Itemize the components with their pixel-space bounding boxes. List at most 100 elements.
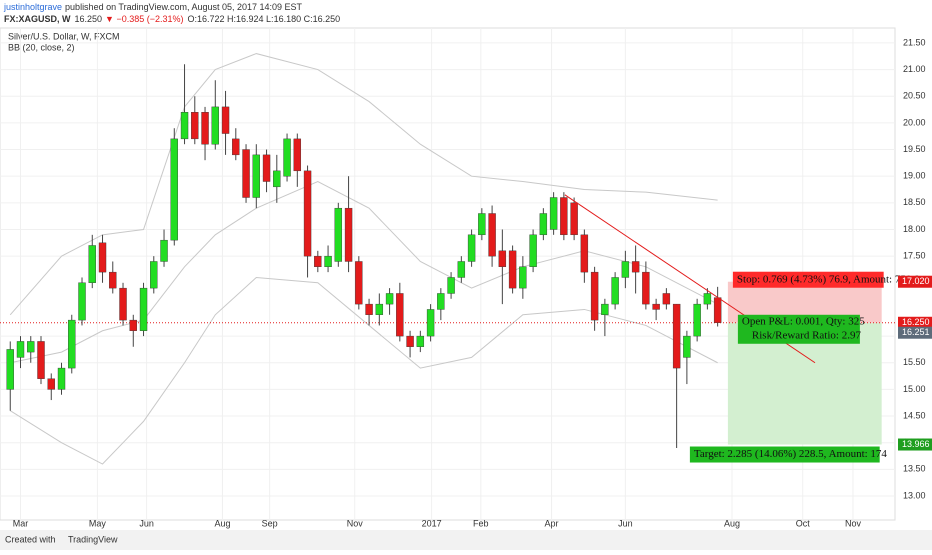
candle-body: [283, 138, 291, 177]
candle-body: [426, 309, 435, 337]
candle-body: [324, 255, 332, 268]
candle-body: [703, 293, 712, 305]
bollinger-middle: [10, 180, 718, 364]
candle-body: [170, 138, 178, 241]
candle-body: [549, 197, 558, 230]
y-tick-label: 19.50: [903, 144, 926, 154]
pnl-box: [737, 314, 860, 344]
candle-body: [68, 319, 76, 369]
x-tick-label: Oct: [796, 518, 811, 528]
candle-body: [406, 335, 414, 347]
candle-body: [590, 271, 599, 321]
symbol-line: FX:XAGUSD, W 16.250 ▼ −0.385 (−2.31%) O:16.…: [4, 14, 340, 24]
footer: [0, 530, 932, 550]
footer-created: Created with: [5, 534, 56, 544]
candle-body: [344, 207, 353, 262]
stop-label-box: [732, 271, 884, 288]
y-tick-label: 17.50: [903, 251, 926, 261]
pnl-label: Open P&L: 0.001, Qty: 325: [742, 315, 865, 327]
candle-body: [262, 154, 271, 182]
x-tick-label: Feb: [473, 518, 489, 528]
candle-body: [683, 335, 691, 358]
candle-body: [98, 242, 107, 273]
candle-body: [37, 341, 45, 379]
candle-body: [191, 112, 199, 140]
candle-body: [601, 303, 609, 315]
candle-body: [150, 261, 158, 289]
candle-body: [529, 234, 537, 268]
candle-body: [396, 293, 404, 337]
x-tick-label: Aug: [724, 518, 740, 528]
rr-label: Risk/Reward Ratio: 2.97: [752, 329, 862, 341]
candle-body: [242, 149, 250, 198]
candle-body: [560, 197, 568, 236]
candle-body: [642, 271, 650, 305]
price-tag: [898, 316, 932, 329]
candle-body: [693, 303, 701, 337]
price-tag: [898, 438, 932, 451]
y-tick-label: 20.00: [903, 117, 926, 127]
bollinger-upper: [9, 53, 718, 316]
candle-body: [160, 239, 168, 262]
published: published on TradingView.com, August 05,…: [65, 2, 302, 12]
candle-body: [662, 293, 671, 305]
candle-body: [416, 335, 425, 347]
x-tick-label: Jun: [618, 518, 633, 528]
stop-label: Stop: 0.769 (4.73%) 76.9, Amount: 750.8: [737, 273, 920, 285]
y-tick-label: 21.50: [903, 37, 926, 47]
candle-body: [293, 138, 302, 172]
x-tick-label: Nov: [845, 518, 862, 528]
target-label-box: [689, 446, 880, 463]
y-tick-label: 20.50: [903, 91, 926, 101]
candle-body: [375, 303, 384, 315]
candle-body: [232, 138, 240, 156]
candle-body: [355, 261, 363, 305]
x-tick-label: Apr: [545, 518, 559, 528]
candle-body: [221, 106, 230, 134]
candle-body: [519, 266, 527, 289]
candle-body: [457, 261, 466, 278]
y-tick-label: 13.00: [903, 490, 926, 500]
candle-body: [467, 234, 476, 262]
candle-body: [47, 378, 55, 390]
candle-body: [488, 213, 496, 257]
candle-body: [88, 245, 96, 283]
candle-body: [365, 303, 373, 315]
candle-body: [672, 303, 681, 369]
candle-body: [385, 293, 394, 305]
price-tag-label: 16.251: [902, 327, 930, 337]
candle-body: [447, 277, 455, 294]
x-tick-label: Aug: [214, 518, 230, 528]
author[interactable]: justinholtgrave: [3, 2, 62, 12]
plot-frame: [0, 27, 896, 521]
candle-body: [631, 261, 640, 273]
candle-body: [129, 319, 137, 331]
header-line: justinholtgrave published on TradingView.…: [3, 2, 303, 12]
symbol: FX:XAGUSD, W: [4, 14, 71, 24]
candle-body: [314, 255, 322, 268]
y-tick-label: 18.00: [903, 224, 926, 234]
candle-body: [139, 287, 148, 331]
y-tick-label: 15.50: [903, 357, 926, 367]
y-tick-label: 13.50: [903, 464, 926, 474]
y-tick-label: 14.50: [903, 410, 926, 420]
candle-body: [16, 341, 25, 358]
y-tick-label: 15.00: [903, 384, 926, 394]
ohlc: O:16.722 H:16.924 L:16.180 C:16.250: [188, 14, 341, 24]
footer-brand[interactable]: TradingView: [68, 534, 118, 544]
candle-body: [201, 112, 209, 145]
candle-body: [621, 261, 630, 278]
x-tick-label: 2017: [422, 518, 442, 528]
legend-indicator: BB (20, close, 2): [8, 42, 75, 52]
price-tag: [898, 326, 932, 339]
price-tag: [898, 275, 932, 288]
candle-body: [109, 271, 117, 289]
candle-body: [334, 207, 343, 262]
x-tick-label: Mar: [13, 518, 29, 528]
candle-body: [539, 213, 548, 236]
candle-body: [580, 234, 589, 273]
last: 16.250: [75, 14, 103, 24]
x-tick-label: May: [89, 518, 107, 528]
legend-title: Silver/U.S. Dollar, W, FXCM: [8, 31, 120, 41]
